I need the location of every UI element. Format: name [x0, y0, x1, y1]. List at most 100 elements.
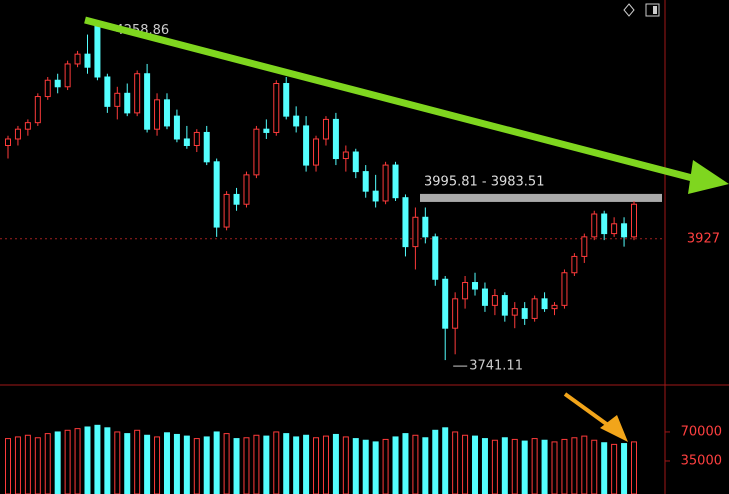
- volume-bar: [163, 432, 170, 494]
- volume-bar: [114, 431, 121, 494]
- candle-body: [581, 236, 588, 257]
- candle-body: [372, 190, 379, 202]
- volume-bar: [24, 434, 31, 494]
- volume-bar: [14, 436, 21, 494]
- candle-body: [541, 298, 548, 310]
- candle-body: [452, 298, 459, 329]
- band-label: 3995.81 - 3983.51: [424, 174, 544, 189]
- candle-body: [64, 63, 71, 88]
- candle-body: [104, 76, 111, 107]
- candle-body: [621, 223, 628, 238]
- candle-body: [163, 99, 170, 127]
- candle-body: [134, 73, 141, 114]
- candle-body: [432, 236, 439, 280]
- volume-bar: [84, 426, 91, 494]
- volume-bar: [44, 433, 51, 494]
- volume-bar: [452, 431, 459, 494]
- volume-bar: [541, 439, 548, 494]
- volume-bar: [253, 434, 260, 494]
- candle-body: [273, 83, 280, 133]
- volume-bar: [273, 431, 280, 494]
- volume-bar: [551, 441, 558, 494]
- candle-body: [84, 53, 91, 68]
- volume-bar: [223, 433, 230, 494]
- volume-bar: [263, 435, 270, 494]
- y2-tick-label: 35000: [681, 453, 722, 468]
- candle-body: [34, 96, 41, 124]
- volume-bar: [332, 433, 339, 494]
- y2-tick-label: 70000: [681, 424, 722, 439]
- volume-bar: [144, 434, 151, 494]
- volume-bar: [581, 435, 588, 494]
- candle-body: [124, 92, 131, 114]
- candle-body: [44, 79, 51, 98]
- trend-arrow-head: [688, 160, 729, 194]
- candle-body: [283, 83, 290, 117]
- diamond-icon[interactable]: [623, 3, 635, 17]
- candle-body: [154, 99, 161, 130]
- volume-bar: [591, 439, 598, 494]
- toolbar-icons[interactable]: [623, 3, 660, 17]
- volume-bar: [412, 434, 419, 494]
- candle-body: [223, 193, 230, 228]
- panel-icon[interactable]: [645, 3, 660, 17]
- candle-body: [611, 223, 618, 235]
- candle-body: [501, 295, 508, 316]
- volume-bar: [313, 437, 320, 494]
- volume-bar: [631, 441, 637, 494]
- candle-body: [601, 213, 608, 235]
- candle-body: [511, 308, 518, 316]
- volume-bar: [54, 431, 61, 494]
- volume-bar: [402, 433, 409, 494]
- candle-body: [402, 197, 409, 248]
- candle-body: [114, 92, 121, 107]
- volume-bar: [521, 440, 528, 494]
- volume-bar: [34, 437, 41, 494]
- candle-body: [551, 304, 558, 310]
- volume-bar: [213, 431, 220, 494]
- candle-body: [173, 115, 180, 140]
- candle-body: [144, 73, 151, 130]
- volume-bar: [104, 427, 111, 494]
- candle-body: [303, 125, 310, 166]
- candle-body: [591, 213, 598, 238]
- candle-body: [462, 282, 469, 300]
- volume-bar: [134, 429, 141, 494]
- volume-bar: [342, 436, 349, 494]
- volume-bar: [352, 438, 359, 494]
- candle-body: [481, 288, 488, 306]
- low-label: 3741.11: [469, 359, 523, 374]
- volume-bar: [362, 439, 369, 494]
- volume-bar: [154, 436, 161, 494]
- candle-body: [412, 216, 419, 248]
- volume-bar: [94, 424, 101, 494]
- volume-bar: [183, 435, 190, 494]
- volume-bar: [124, 433, 131, 494]
- volume-bar: [621, 443, 628, 494]
- candle-body: [531, 298, 538, 319]
- volume-bar: [501, 437, 508, 494]
- candle-body: [94, 24, 101, 78]
- volume-bar: [193, 438, 200, 494]
- volume-bar: [303, 434, 310, 494]
- trend-arrow: [84, 16, 701, 184]
- candle-body: [521, 308, 528, 319]
- candle-body: [442, 278, 449, 329]
- volume-bar: [322, 435, 329, 494]
- candle-body: [382, 164, 389, 202]
- volume-bar: [531, 438, 538, 494]
- candle-body: [24, 122, 31, 130]
- volume-bar: [382, 438, 389, 494]
- volume-arrow-head: [600, 415, 628, 442]
- volume-bar: [203, 436, 210, 494]
- candle-body: [243, 174, 250, 205]
- volume-bar: [511, 438, 518, 494]
- candle-body: [313, 138, 320, 166]
- candle-body: [5, 138, 11, 147]
- volume-bar: [243, 437, 250, 494]
- candle-body: [263, 128, 270, 133]
- volume-bar: [442, 427, 449, 494]
- candle-body: [253, 128, 260, 176]
- candle-body: [74, 53, 81, 65]
- volume-bar: [561, 438, 568, 494]
